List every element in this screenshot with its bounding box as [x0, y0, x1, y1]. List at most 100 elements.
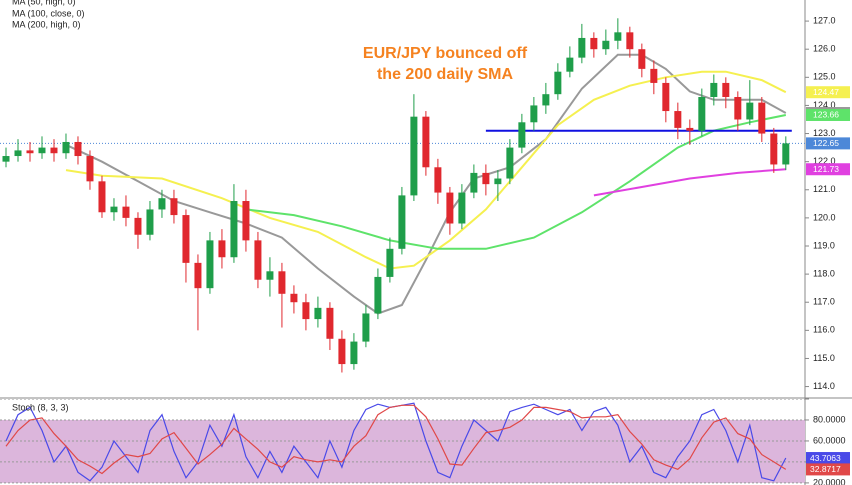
candle-body — [230, 201, 238, 258]
y-tick-label: 119.0 — [813, 240, 835, 250]
candle-body — [98, 181, 106, 213]
candle-body — [602, 40, 610, 50]
candle-body — [782, 143, 790, 165]
y-tick-label: 123.0 — [813, 128, 836, 138]
y-tick-label: 125.0 — [813, 72, 836, 82]
candle-body — [530, 105, 538, 123]
candle-body — [470, 172, 478, 193]
y-tick-label: 114.0 — [813, 381, 835, 391]
candle-body — [386, 248, 394, 277]
y-tick-label: 117.0 — [813, 297, 835, 307]
candle-body — [614, 32, 622, 41]
candle-body — [542, 94, 550, 106]
annotation: the 200 daily SMA — [377, 66, 513, 83]
stoch-tag-label: 43.7063 — [810, 453, 841, 463]
price-tag — [806, 137, 850, 150]
candle-body — [638, 49, 646, 69]
y-tick-label: 115.0 — [813, 353, 835, 363]
legend-entry: MA (50, high, 0) — [12, 0, 76, 6]
y-tick-label: 118.0 — [813, 268, 835, 278]
stoch-band — [0, 419, 805, 483]
y-tick-label: 122.0 — [813, 156, 836, 166]
candle-body — [374, 276, 382, 314]
y-tick-label: 120.0 — [813, 212, 836, 222]
candle-body — [662, 82, 670, 112]
candle-body — [686, 127, 694, 131]
moving-average-line — [593, 168, 786, 197]
price-tag — [806, 108, 850, 121]
candle-body — [110, 206, 118, 213]
candle-body — [314, 307, 322, 320]
y-tick-label: 121.0 — [813, 184, 836, 194]
candle-body — [698, 96, 706, 131]
legend-entry: MA (100, close, 0) — [12, 8, 85, 18]
candle-body — [398, 195, 406, 249]
candle-body — [758, 102, 766, 134]
candle-body — [590, 37, 598, 50]
candle-body — [506, 147, 514, 179]
candle-body — [362, 313, 370, 342]
candle-body — [578, 37, 586, 58]
candle-body — [170, 198, 178, 216]
candle-body — [2, 156, 10, 162]
stoch-tag-label: 32.8717 — [810, 464, 841, 474]
candle-body — [458, 192, 466, 224]
candle-body — [770, 133, 778, 165]
y-tick-label: 124.0 — [813, 100, 836, 110]
candle-body — [722, 82, 730, 97]
y-tick-label: 116.0 — [813, 325, 835, 335]
candle-body — [710, 82, 718, 97]
stoch-title: Stoch (8, 3, 3) — [12, 402, 69, 412]
candle-body — [746, 102, 754, 120]
stoch-tick-label: 60.0000 — [813, 435, 846, 445]
candle-body — [554, 71, 562, 95]
candle-body — [350, 341, 358, 365]
price-tag — [806, 163, 850, 176]
price-tag — [806, 86, 850, 99]
candle-body — [254, 240, 262, 280]
annotation: EUR/JPY bounced off — [363, 45, 528, 62]
candle-body — [674, 111, 682, 128]
candle-body — [146, 209, 154, 235]
candle-body — [410, 116, 418, 196]
candle-body — [266, 271, 274, 280]
candle-body — [326, 307, 334, 339]
stoch-tick-label: 80.0000 — [813, 414, 846, 424]
candle-body — [734, 96, 742, 120]
candle-body — [62, 141, 70, 154]
candle-body — [122, 206, 130, 218]
candle-body — [422, 116, 430, 168]
candle-body — [518, 122, 526, 148]
candle-body — [50, 147, 58, 154]
candle-body — [194, 262, 202, 289]
candle-body — [338, 338, 346, 365]
candle-body — [158, 198, 166, 210]
legend-entry: MA (200, high, 0) — [12, 19, 81, 29]
candle-body — [290, 293, 298, 303]
candle-body — [206, 240, 214, 289]
y-tick-label: 126.0 — [813, 44, 836, 54]
price-tag-label: 123.66 — [813, 110, 839, 120]
price-tag-label: 121.73 — [813, 164, 839, 174]
price-panel — [0, 18, 805, 373]
candle-body — [38, 147, 46, 154]
candle-body — [14, 150, 22, 157]
candle-body — [650, 68, 658, 83]
candle-body — [242, 201, 250, 241]
candle-body — [74, 141, 82, 157]
candle-body — [446, 192, 454, 224]
candle-body — [434, 167, 442, 193]
stoch-tag — [806, 452, 850, 465]
candle-body — [86, 156, 94, 182]
candle-body — [218, 240, 226, 258]
price-tag-label: 122.65 — [813, 138, 839, 148]
stoch-line — [5, 404, 787, 475]
stoch-tag — [806, 463, 850, 476]
candle-body — [626, 32, 634, 50]
candle-body — [26, 150, 34, 154]
candle-body — [482, 172, 490, 185]
candle-body — [134, 217, 142, 235]
candle-body — [182, 215, 190, 263]
